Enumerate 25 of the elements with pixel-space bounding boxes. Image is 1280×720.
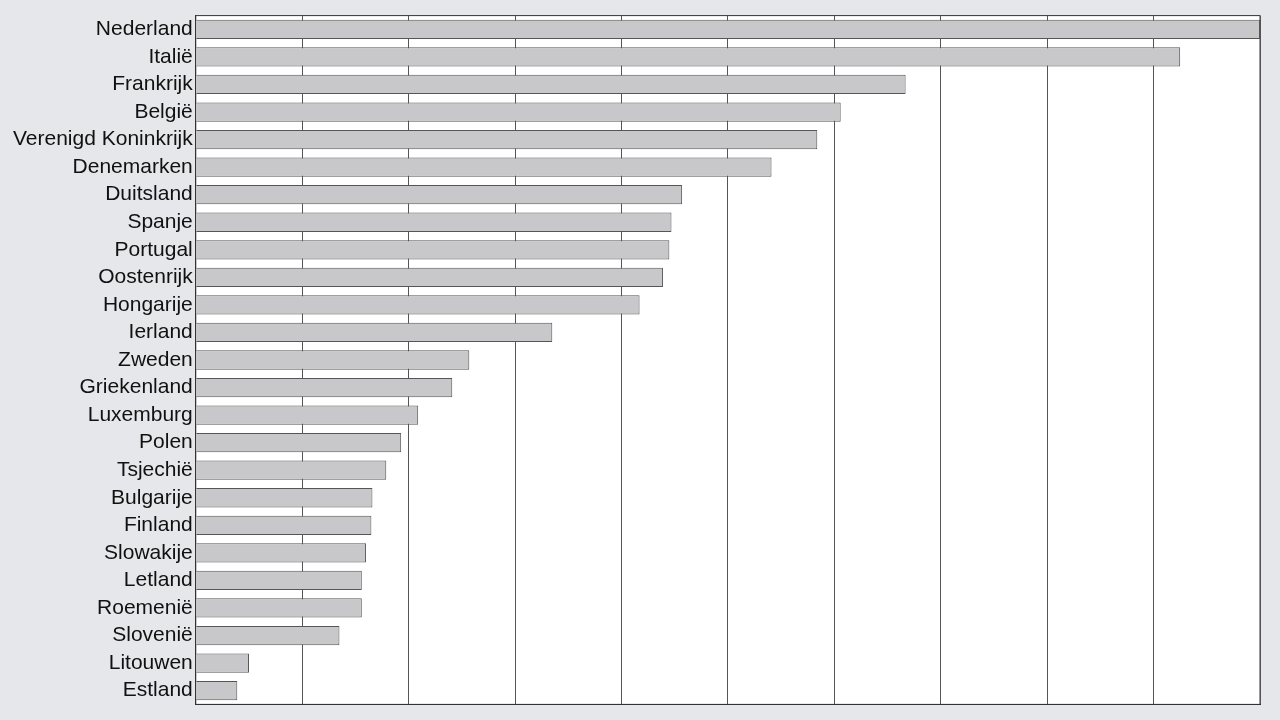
y-tick-label: Denemarken: [72, 153, 193, 177]
y-tick-label: Roemenië: [97, 594, 193, 618]
y-tick-label: Slovenië: [112, 622, 193, 646]
y-tick-label: België: [134, 98, 193, 122]
y-tick-label: Frankrijk: [112, 71, 194, 95]
y-tick-label: Slowakije: [104, 539, 193, 563]
y-tick-label: Spanje: [127, 209, 193, 233]
y-tick-label: Polen: [139, 429, 193, 453]
y-tick-label: Luxemburg: [87, 401, 193, 425]
y-tick-label: Zweden: [118, 346, 193, 370]
y-tick-label: Griekenland: [79, 374, 193, 398]
y-tick-label: Duitsland: [105, 181, 193, 205]
y-tick-label: Hongarije: [102, 291, 193, 315]
y-tick-label: Bulgarije: [111, 484, 193, 508]
y-tick-label: Italië: [148, 43, 193, 67]
y-tick-label: Oostenrijk: [98, 264, 194, 288]
y-tick-label: Estland: [122, 677, 193, 701]
y-tick-label: Ierland: [128, 319, 193, 343]
y-tick-label: Tsjechië: [116, 457, 193, 480]
y-tick-label: Portugal: [114, 236, 193, 260]
y-tick-label: Nederland: [95, 16, 193, 40]
y-tick-label: Litouwen: [108, 649, 193, 673]
y-tick-label: Finland: [123, 512, 193, 536]
y-tick-label: Verenigd Koninkrijk: [12, 126, 194, 150]
y-tick-label: Letland: [123, 567, 193, 591]
